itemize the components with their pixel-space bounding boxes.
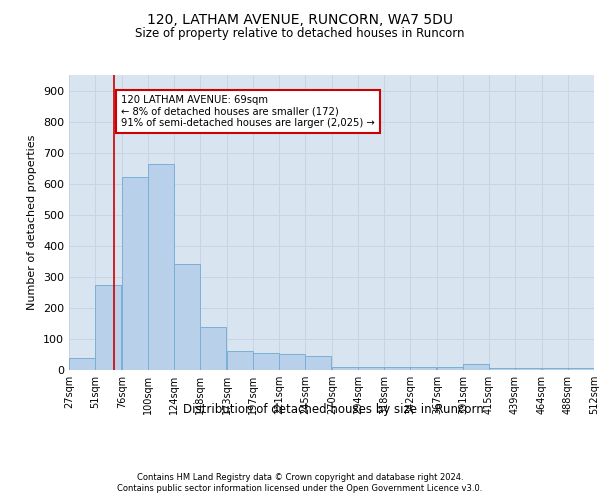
Bar <box>122 178 148 370</box>
Bar <box>148 164 174 370</box>
Bar <box>305 356 331 370</box>
Bar <box>253 353 279 370</box>
Bar <box>95 284 121 370</box>
Text: 120 LATHAM AVENUE: 69sqm
← 8% of detached houses are smaller (172)
91% of semi-d: 120 LATHAM AVENUE: 69sqm ← 8% of detache… <box>121 95 375 128</box>
Bar <box>200 326 226 370</box>
Text: Distribution of detached houses by size in Runcorn: Distribution of detached houses by size … <box>182 402 484 415</box>
Bar <box>358 367 384 370</box>
Text: Contains HM Land Registry data © Crown copyright and database right 2024.: Contains HM Land Registry data © Crown c… <box>137 472 463 482</box>
Bar <box>410 367 436 370</box>
Bar <box>542 368 568 370</box>
Bar <box>384 367 410 370</box>
Bar <box>489 368 515 370</box>
Bar <box>437 367 463 370</box>
Bar <box>227 352 253 370</box>
Y-axis label: Number of detached properties: Number of detached properties <box>28 135 37 310</box>
Bar <box>463 364 489 370</box>
Bar <box>568 368 594 370</box>
Text: Contains public sector information licensed under the Open Government Licence v3: Contains public sector information licen… <box>118 484 482 493</box>
Bar <box>174 264 200 370</box>
Bar <box>69 358 95 370</box>
Bar <box>279 354 305 370</box>
Text: 120, LATHAM AVENUE, RUNCORN, WA7 5DU: 120, LATHAM AVENUE, RUNCORN, WA7 5DU <box>147 12 453 26</box>
Bar <box>332 367 358 370</box>
Bar <box>515 368 541 370</box>
Text: Size of property relative to detached houses in Runcorn: Size of property relative to detached ho… <box>135 28 465 40</box>
